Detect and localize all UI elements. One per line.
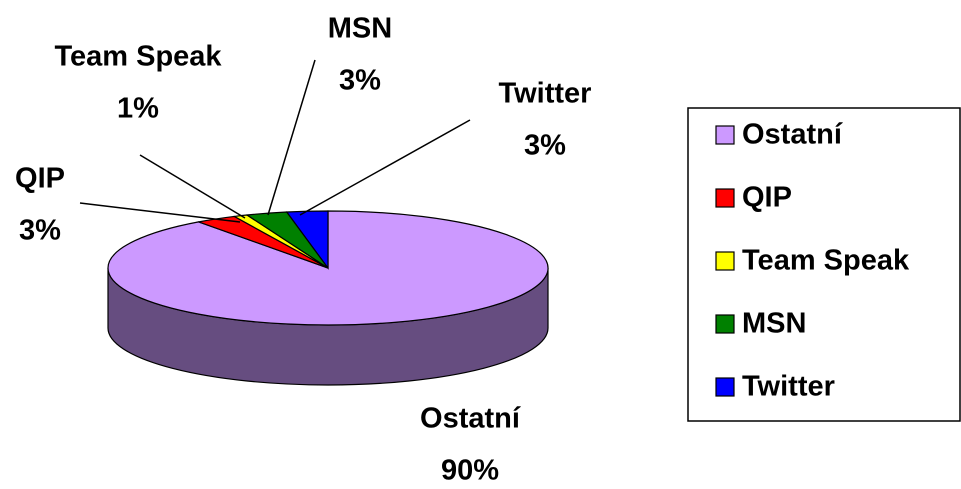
data-label-name: MSN [328,13,392,45]
legend-swatch [715,377,735,397]
legend-swatch [715,188,735,208]
legend-label: Twitter [742,371,835,403]
data-label: 3% [524,130,566,162]
legend-label: Ostatní [742,119,843,151]
data-label: 90% [441,455,499,487]
data-label-name: Team Speak [54,41,222,73]
legend-swatch [715,125,735,145]
data-label-name: Twitter [499,78,592,110]
legend-label: Team Speak [742,245,910,277]
legend-label: QIP [742,182,792,214]
data-label: 1% [117,93,159,125]
data-label: 3% [19,215,61,247]
data-label: 3% [339,65,381,97]
legend-label: MSN [742,308,806,340]
data-label-name: Ostatní [420,403,521,435]
data-label-name: QIP [15,163,65,195]
leader-line [267,59,316,216]
leader-line [79,202,241,223]
legend-swatch [715,251,735,271]
leader-line [139,154,246,219]
legend-swatch [715,314,735,334]
leader-line [299,119,471,216]
